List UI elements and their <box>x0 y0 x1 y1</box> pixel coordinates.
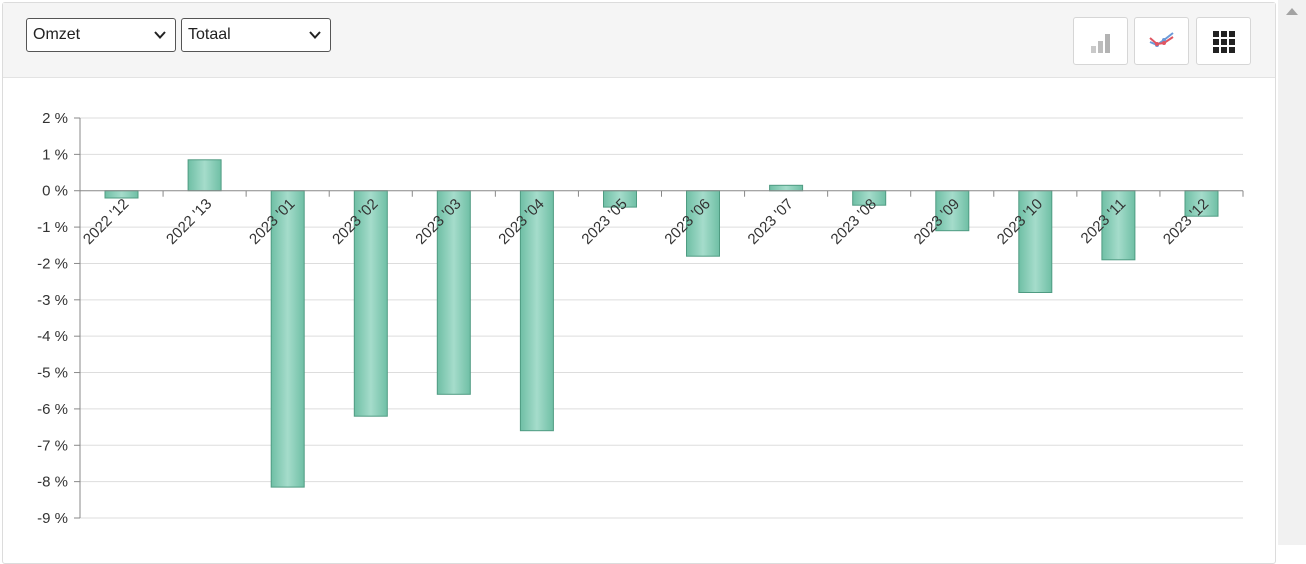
bar[interactable] <box>686 190 720 257</box>
scroll-up-arrow-icon[interactable] <box>1286 8 1298 15</box>
y-tick-label: -9 % <box>37 510 68 527</box>
grid-icon <box>1213 31 1235 53</box>
bar-chart-button[interactable] <box>1073 17 1128 65</box>
bar[interactable] <box>519 190 554 432</box>
y-tick-label: -8 % <box>37 474 68 491</box>
y-tick-label: 1 % <box>42 146 68 163</box>
y-tick-label: -2 % <box>37 255 68 272</box>
scope-select[interactable]: Totaal <box>181 18 331 52</box>
bar-chart-icon <box>1091 34 1110 53</box>
x-tick-label: 2023 '07 <box>745 196 797 248</box>
y-tick-label: -4 % <box>37 328 68 345</box>
chart-toolbar: Omzet Totaal <box>3 3 1275 78</box>
bar[interactable] <box>935 190 970 232</box>
y-tick-label: -5 % <box>37 365 68 382</box>
chevron-down-icon <box>309 31 321 39</box>
metric-select-value: Omzet <box>33 26 81 43</box>
bar-chart: 2 % 1 % 0 % -1 % -2 % -3 % -4 % -5 % -6 % -7 % -8 … <box>37 110 1244 527</box>
y-tick-label: 2 % <box>42 110 68 127</box>
y-tick-label: -1 % <box>37 219 68 236</box>
y-tick-label: -6 % <box>37 401 68 418</box>
y-tick-label: -3 % <box>37 292 68 309</box>
bar[interactable] <box>187 159 222 192</box>
bar[interactable] <box>1184 190 1219 217</box>
line-chart-icon <box>1149 32 1174 47</box>
scope-select-value: Totaal <box>188 26 231 43</box>
x-tick-label: 2022 '12 <box>80 196 132 248</box>
y-tick-label: -7 % <box>37 437 68 454</box>
x-tick-label: 2022 '13 <box>163 196 215 248</box>
bar[interactable] <box>270 190 305 488</box>
line-chart-button[interactable] <box>1134 17 1189 65</box>
vertical-scrollbar[interactable] <box>1278 0 1306 545</box>
metric-select[interactable]: Omzet <box>26 18 176 52</box>
bar[interactable] <box>436 190 471 395</box>
y-tick-label: 0 % <box>42 183 68 200</box>
bar[interactable] <box>769 184 804 192</box>
grid-view-button[interactable] <box>1196 17 1251 65</box>
chevron-down-icon <box>154 31 166 39</box>
chart-panel: Omzet Totaal <box>2 2 1276 564</box>
